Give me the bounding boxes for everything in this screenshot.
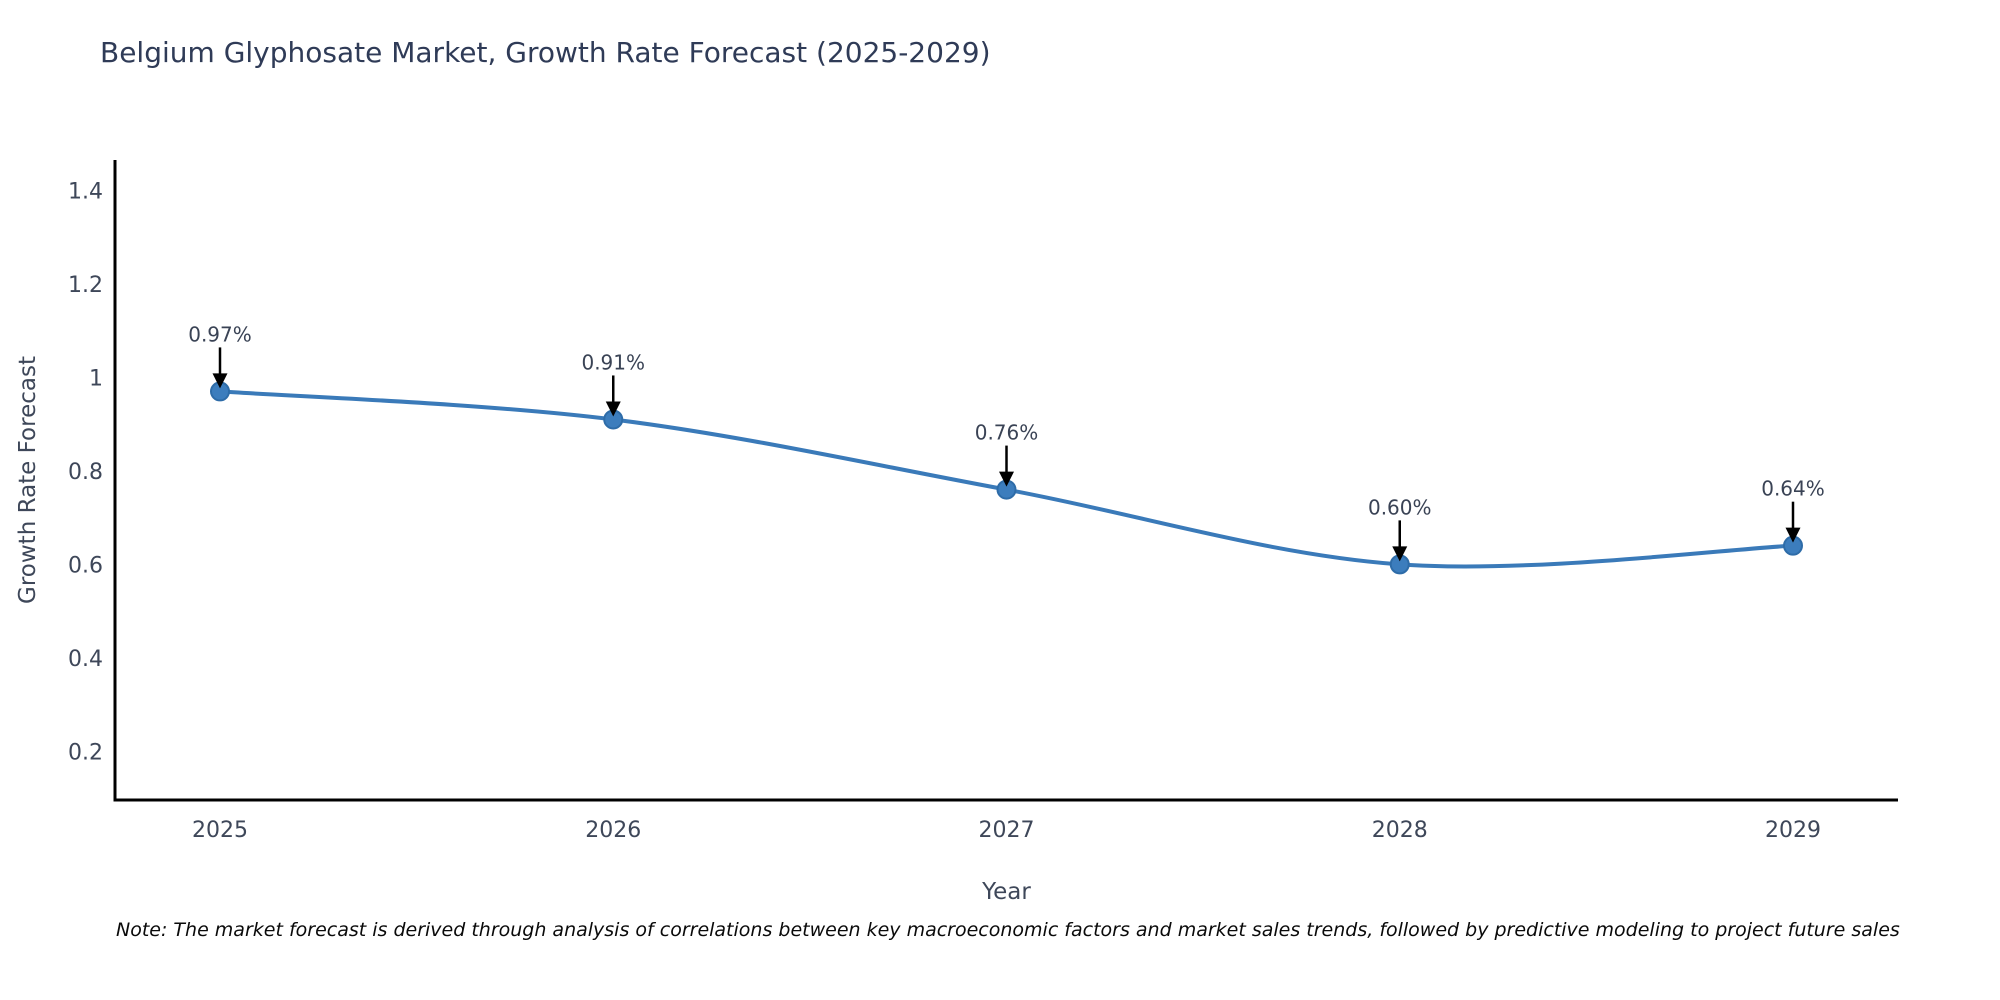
x-tick-label: 2028 <box>1372 818 1428 843</box>
annotation-label: 0.97% <box>188 322 252 346</box>
y-tick-label: 0.2 <box>68 740 103 765</box>
annotation-arrowhead <box>605 401 621 417</box>
chart-title: Belgium Glyphosate Market, Growth Rate F… <box>100 36 991 69</box>
x-axis-title: Year <box>981 879 1031 905</box>
y-tick-label: 1 <box>89 366 103 391</box>
y-tick-label: 0.4 <box>68 647 103 672</box>
x-tick-label: 2026 <box>585 818 641 843</box>
y-tick-label: 1.2 <box>68 273 103 298</box>
x-tick-label: 2025 <box>192 818 248 843</box>
annotation-arrowhead <box>1392 546 1408 562</box>
annotation-arrowhead <box>1785 527 1801 543</box>
annotation-label: 0.60% <box>1368 495 1432 519</box>
annotation-label: 0.91% <box>581 350 645 374</box>
footnote: Note: The market forecast is derived thr… <box>116 919 1900 941</box>
y-axis-title: Growth Rate Forecast <box>15 356 41 604</box>
y-tick-label: 0.8 <box>68 460 103 485</box>
annotation-label: 0.76% <box>975 421 1039 445</box>
y-tick-label: 0.6 <box>68 553 103 578</box>
x-tick-label: 2027 <box>979 818 1035 843</box>
y-tick-label: 1.4 <box>68 179 103 204</box>
annotation-arrowhead <box>212 373 228 389</box>
annotation-arrowhead <box>999 471 1014 487</box>
annotation-label: 0.64% <box>1761 477 1825 501</box>
x-tick-label: 2029 <box>1765 818 1821 843</box>
